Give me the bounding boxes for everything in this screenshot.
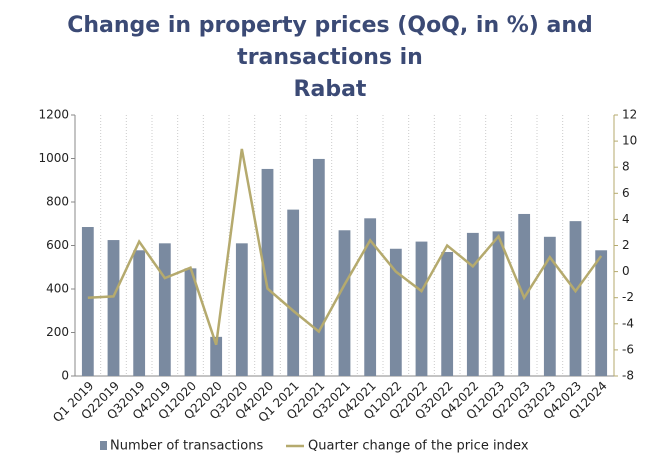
chart-title: Change in property prices (QoQ, in %) an… [67, 13, 593, 38]
y-tick-label: 200 [46, 325, 69, 339]
y2-tick-label: 0 [622, 264, 630, 278]
y2-tick-label: 12 [622, 108, 637, 122]
y-tick-label: 800 [46, 195, 69, 209]
y-tick-label: 400 [46, 282, 69, 296]
y-tick-label: 1200 [38, 108, 69, 122]
y-tick-label: 0 [61, 369, 69, 383]
bar [441, 252, 454, 376]
bar [261, 168, 274, 376]
bar [364, 218, 377, 376]
y2-tick-label: 6 [622, 186, 630, 200]
legend-swatch [100, 441, 107, 450]
chart-title: Rabat [294, 77, 367, 102]
bar [81, 227, 94, 376]
y2-tick-label: -4 [622, 316, 634, 330]
y2-tick-label: 10 [622, 134, 637, 148]
chart-title: transactions in [237, 45, 423, 70]
y2-tick-label: -2 [622, 290, 634, 304]
bar [595, 250, 608, 376]
legend-label: Quarter change of the price index [308, 439, 529, 454]
y2-tick-label: -6 [622, 342, 634, 356]
line [87, 148, 603, 346]
y2-tick-label: 4 [622, 212, 630, 226]
y-tick-label: 1000 [38, 151, 69, 165]
bar [415, 241, 428, 376]
y2-tick-label: 8 [622, 160, 630, 174]
bar [543, 236, 556, 376]
bar [158, 243, 171, 376]
bar [184, 268, 197, 376]
bar [312, 158, 325, 376]
y2-tick-label: 2 [622, 238, 630, 252]
bar [133, 250, 146, 376]
bar [210, 336, 223, 376]
bar [107, 240, 120, 376]
legend-label: Number of transactions [110, 439, 263, 454]
bar [492, 231, 505, 376]
bar [466, 232, 479, 376]
bar [287, 209, 300, 376]
y2-tick-label: -8 [622, 369, 634, 383]
bar [338, 230, 351, 376]
y-tick-label: 600 [46, 238, 69, 252]
bar [235, 243, 248, 376]
bar [389, 248, 402, 376]
bar [569, 221, 582, 376]
